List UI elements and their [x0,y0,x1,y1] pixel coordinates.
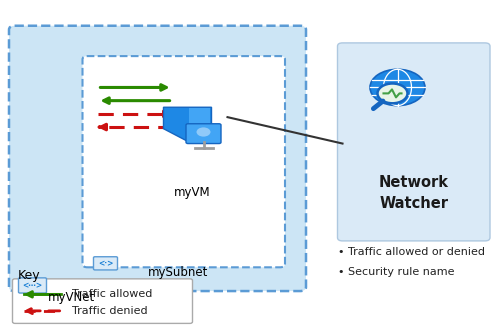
FancyBboxPatch shape [18,278,46,293]
Polygon shape [188,128,210,140]
FancyBboxPatch shape [12,279,192,323]
FancyBboxPatch shape [94,257,118,270]
Text: • Traffic allowed or denied: • Traffic allowed or denied [338,248,484,257]
Polygon shape [188,108,210,128]
Text: Traffic allowed: Traffic allowed [72,289,153,299]
Circle shape [196,127,210,137]
Text: Key: Key [18,269,40,282]
Circle shape [378,83,408,103]
Polygon shape [164,107,212,141]
FancyBboxPatch shape [338,43,490,241]
Text: mySubnet: mySubnet [148,266,208,279]
FancyBboxPatch shape [186,124,221,144]
Text: Network
Watcher: Network Watcher [379,175,449,211]
FancyBboxPatch shape [9,26,306,291]
Text: Traffic denied: Traffic denied [72,306,148,316]
Text: <·>: <·> [98,259,113,268]
Text: • Security rule name: • Security rule name [338,267,454,277]
Text: myVNet: myVNet [48,290,95,304]
Text: <⋯>: <⋯> [22,281,42,290]
FancyBboxPatch shape [82,56,285,267]
Text: myVM: myVM [174,186,211,199]
Circle shape [370,69,425,106]
